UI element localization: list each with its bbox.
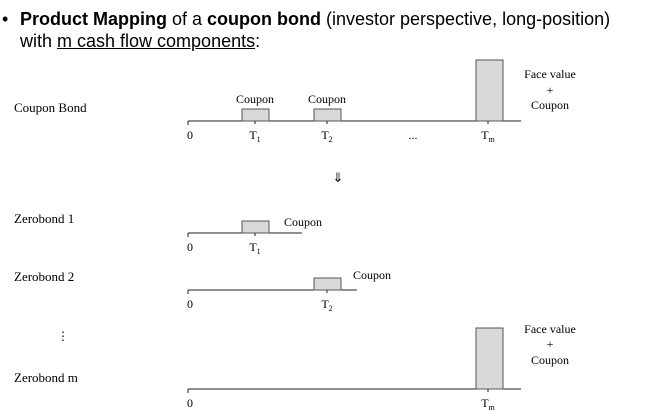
row-1-tick-label-3: Tm [481,128,495,144]
row-4-face-value-bar [475,327,504,390]
row-2-coupon-label-1: Coupon [284,215,322,229]
row-1-face-value-label-line-2: + [547,83,554,97]
row-2-tick-label-1: T1 [249,240,260,256]
heading-line-1: Product Mapping of a coupon bond (invest… [20,8,610,30]
row-1-tick-label-2: T2 [321,128,332,144]
row-3-tick-label-1: T2 [321,297,332,313]
heading-text-with: with [20,31,58,51]
row-3-zero-label: 0 [187,297,193,311]
heading-text-perspective: (investor perspective, long-position) [321,9,611,29]
row-4-zero-label: 0 [187,396,193,410]
row-1-zero-label: 0 [187,128,193,142]
row-4-label: Zerobond m [14,370,78,385]
row-4-face-value-label-line-1: Face value [524,322,576,336]
heading-bold-product-mapping: Product Mapping [20,9,167,29]
row-4-tick-label-1: Tm [481,396,495,412]
row-2-zero-label: 0 [187,240,193,254]
row-3-label: Zerobond 2 [14,269,74,284]
row-3-coupon-bar-1 [313,277,342,291]
row-1-coupon-bar-1 [241,108,270,122]
row-4-face-value-label-line-2: + [547,337,554,351]
vertical-ellipsis: ⋮ [57,329,69,343]
row-1-tick-label-1: T1 [249,128,260,144]
row-1-face-value-label-line-1: Face value [524,67,576,81]
row-1-face-value-label-line-3: Coupon [531,98,569,112]
heading-line-2: with m cash flow components: [20,30,260,52]
heading-text-of-a: of a [167,9,208,29]
heading-bold-coupon-bond: coupon bond [207,9,321,29]
heading-underlined-components: m cash flow components [57,31,256,51]
row-1-ellipsis: ... [409,128,418,142]
row-1-coupon-label-1: Coupon [236,92,274,106]
bullet-icon: • [2,9,9,29]
row-3-coupon-label-1: Coupon [353,268,391,282]
row-4-face-value-label-line-3: Coupon [531,353,569,367]
row-2-label: Zerobond 1 [14,211,74,226]
row-1-label: Coupon Bond [14,100,87,115]
row-2-coupon-bar-1 [241,220,270,234]
row-1-coupon-label-2: Coupon [308,92,346,106]
row-1-face-value-bar [475,59,504,122]
row-1-coupon-bar-2 [313,108,342,122]
down-arrow-icon: ⇓ [333,170,344,185]
heading-text-colon: : [255,31,261,51]
